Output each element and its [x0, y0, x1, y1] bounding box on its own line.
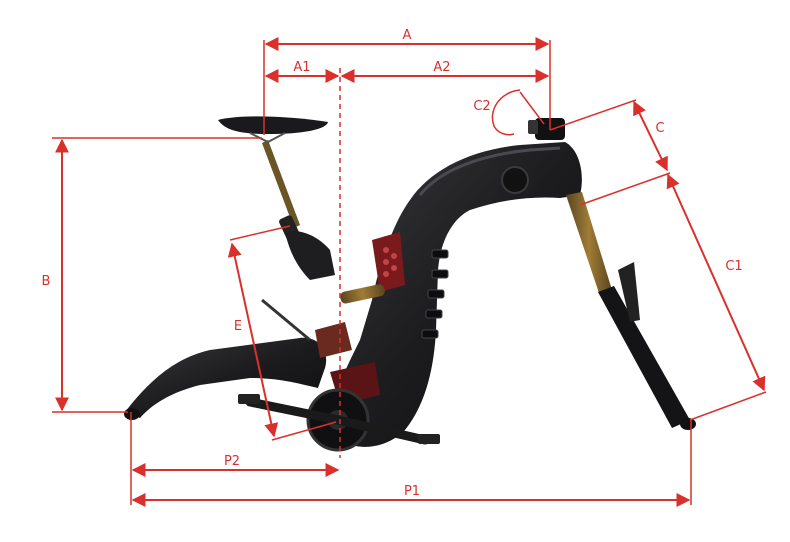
saddle [218, 116, 328, 134]
dimension-e [227, 242, 279, 438]
label-b: B [42, 274, 51, 289]
dimension-c [633, 100, 668, 172]
label-p2: P2 [224, 454, 240, 469]
seat-post [262, 140, 300, 228]
rear-swingarm [125, 337, 327, 418]
seat-mast [285, 230, 335, 280]
label-c: C [655, 121, 664, 136]
handlebar-clamp [528, 120, 538, 134]
dimension-c1 [666, 173, 766, 392]
main-frame [330, 142, 582, 447]
dimension-overlay: A A1 A2 B C C1 C2 E P2 P1 [42, 28, 767, 507]
fork-guard [618, 262, 640, 322]
label-c1: C1 [725, 259, 742, 274]
label-p1: P1 [404, 484, 420, 499]
label-c2: C2 [473, 99, 490, 114]
pedal-right [418, 434, 440, 444]
extension-line-e-bottom [271, 421, 337, 441]
fork-lower [598, 286, 690, 428]
rear-axle [124, 408, 140, 420]
linkage [315, 322, 352, 358]
label-a: A [403, 28, 412, 43]
battery-fins [421, 249, 449, 339]
accent-dots [383, 247, 397, 277]
pedal-left [238, 394, 260, 404]
front-axle [680, 418, 696, 430]
fork-upper [566, 192, 612, 296]
top-tube-highlight [418, 146, 561, 196]
label-e: E [234, 319, 242, 334]
dimension-c2-arc [491, 89, 521, 136]
label-a2: A2 [433, 60, 450, 75]
extension-line-c-top [549, 99, 637, 131]
extension-line-e-top [229, 225, 291, 241]
frame-emblem [501, 166, 529, 194]
saddle-rail [249, 132, 286, 144]
c2-reference-line [519, 91, 545, 125]
label-a1: A1 [293, 60, 310, 75]
chain-guide [261, 298, 311, 342]
rear-shock [340, 284, 385, 304]
extension-line-c1-bottom [689, 391, 767, 421]
extension-line-c-bottom [579, 172, 671, 206]
bike-illustration [124, 116, 696, 452]
crank-arm-front [333, 415, 430, 445]
